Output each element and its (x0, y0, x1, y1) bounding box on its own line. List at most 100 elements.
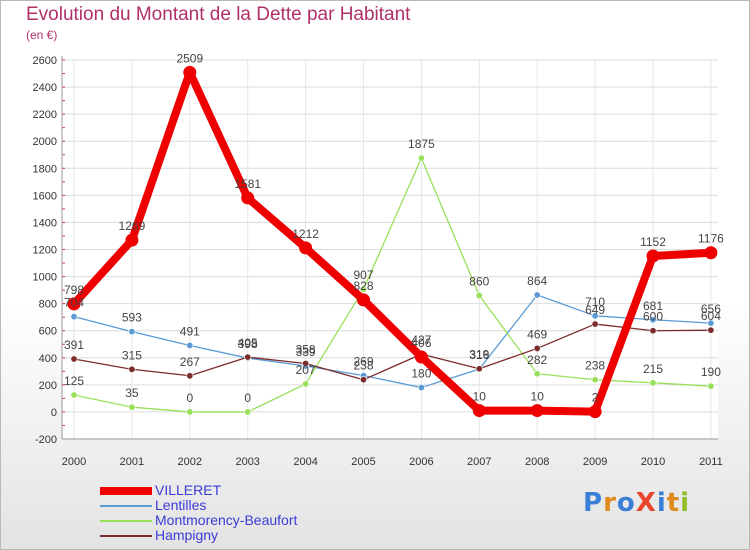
y-tick-label: 2400 (33, 82, 57, 94)
data-label: 907 (353, 268, 373, 282)
legend-swatch-hampigny (100, 535, 152, 537)
y-tick-label: 2000 (33, 136, 57, 148)
data-label: 267 (180, 355, 200, 369)
data-point (707, 382, 715, 390)
series-line (73, 294, 711, 389)
data-point (649, 327, 657, 335)
data-label: 864 (527, 274, 547, 288)
y-tick-label: 400 (39, 353, 57, 365)
data-point (186, 408, 194, 416)
data-label: 215 (643, 362, 663, 376)
data-point (70, 313, 78, 321)
data-point (533, 344, 541, 352)
data-label: 358 (296, 342, 316, 356)
data-label: 316 (469, 348, 489, 362)
data-label: 10 (531, 390, 545, 404)
data-label: 0 (244, 391, 251, 405)
x-tick-label: 2007 (467, 456, 491, 468)
y-tick-label: 1000 (33, 272, 57, 284)
data-label: 319 (469, 348, 489, 362)
data-point (186, 341, 194, 349)
data-label: 1152 (640, 235, 666, 249)
data-label: 491 (180, 324, 200, 338)
data-label: 427 (411, 333, 431, 347)
data-label: 649 (585, 303, 605, 317)
data-point (128, 328, 136, 336)
x-tick-label: 2000 (62, 456, 86, 468)
data-label: 35 (125, 386, 139, 400)
legend-swatch-lentilles (100, 505, 152, 507)
y-tick-label: 2200 (33, 109, 57, 121)
data-point (417, 384, 425, 392)
y-tick-label: 1800 (33, 163, 57, 175)
data-point (359, 285, 367, 293)
data-point (244, 353, 252, 361)
logo-letter: o (616, 488, 636, 518)
x-tick-label: 2006 (409, 456, 433, 468)
data-point (125, 233, 139, 247)
data-label: 269 (353, 355, 373, 369)
data-label: 315 (122, 348, 142, 362)
data-point (649, 379, 657, 387)
data-point (472, 404, 486, 418)
legend-label-hampigny: Hampigny (155, 527, 219, 543)
x-tick-label: 2004 (293, 456, 317, 468)
y-tick-label: 200 (39, 380, 57, 392)
data-point (186, 372, 194, 380)
data-point (475, 292, 483, 300)
data-label: 190 (701, 365, 721, 379)
logo-letter: t (666, 488, 681, 518)
x-tick-label: 2001 (120, 456, 144, 468)
data-label: 398 (238, 337, 258, 351)
data-label: 391 (64, 338, 84, 352)
data-point (128, 403, 136, 411)
data-point (241, 191, 255, 205)
y-tick-label: 800 (39, 299, 57, 311)
data-point (591, 312, 599, 320)
data-point (530, 404, 544, 418)
x-tick-label: 2005 (351, 456, 375, 468)
data-point (183, 65, 197, 79)
legend-label-montmorency-beaufort: Montmorency-Beaufort (155, 512, 298, 528)
data-label: 238 (585, 359, 605, 373)
data-point (414, 350, 428, 364)
data-point (591, 320, 599, 328)
data-point (649, 316, 657, 324)
legend-swatch-montmorency-beaufort (100, 520, 152, 522)
chart-unit: (en €) (26, 28, 58, 42)
data-label: 339 (296, 345, 316, 359)
data-label: 860 (469, 275, 489, 289)
data-point (588, 405, 602, 419)
data-label: 604 (701, 309, 721, 323)
data-label: 0 (186, 391, 193, 405)
data-label: 1212 (292, 227, 319, 241)
series-line (73, 323, 711, 381)
data-point (67, 297, 81, 311)
data-label: 704 (64, 296, 84, 310)
data-point (646, 249, 660, 263)
data-point (707, 319, 715, 327)
y-tick-label: 600 (39, 326, 57, 338)
proxiti-logo: ProXiti (583, 488, 690, 518)
data-point (533, 291, 541, 299)
logo-letter: P (583, 488, 604, 518)
data-label: 125 (64, 374, 84, 388)
data-label: 238 (353, 359, 373, 373)
data-point (128, 365, 136, 373)
logo-letter: r (603, 488, 617, 518)
series-line (71, 68, 712, 416)
x-tick-label: 2002 (178, 456, 202, 468)
legend-swatch-villeret (100, 487, 152, 495)
data-label: 180 (411, 367, 431, 381)
data-label: 798 (64, 283, 84, 297)
legend-label-lentilles: Lentilles (155, 497, 207, 513)
data-label: 2509 (176, 51, 203, 65)
y-tick-label: -200 (35, 434, 57, 446)
data-point (704, 246, 718, 260)
data-point (475, 365, 483, 373)
series-lentilles (70, 291, 715, 392)
data-point (707, 326, 715, 334)
y-tick-label: 1400 (33, 217, 57, 229)
data-point (70, 391, 78, 399)
